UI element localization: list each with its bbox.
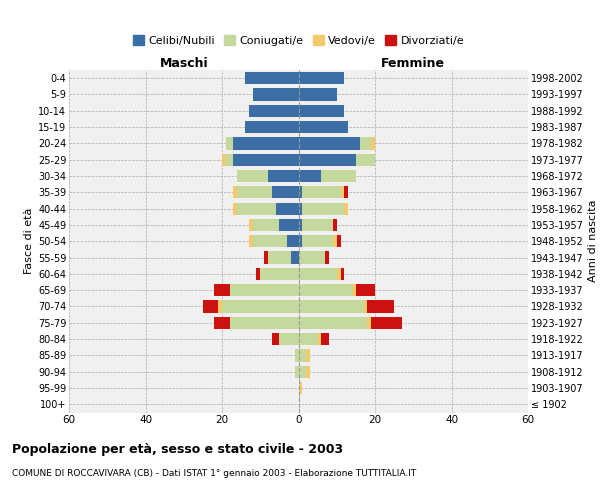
Bar: [364, 300, 367, 312]
Bar: [222, 154, 226, 166]
Bar: [306, 366, 310, 378]
Bar: [253, 235, 287, 248]
Bar: [233, 138, 299, 149]
Bar: [322, 170, 356, 182]
Bar: [371, 138, 375, 149]
Bar: [230, 316, 299, 329]
Bar: [356, 154, 375, 166]
Bar: [233, 202, 238, 214]
Bar: [299, 104, 344, 117]
Bar: [302, 219, 333, 231]
Bar: [371, 316, 402, 329]
Y-axis label: Fasce di età: Fasce di età: [23, 208, 34, 274]
Bar: [226, 154, 233, 166]
Bar: [264, 252, 268, 264]
Text: Popolazione per età, sesso e stato civile - 2003: Popolazione per età, sesso e stato civil…: [12, 442, 343, 456]
Bar: [356, 284, 375, 296]
Bar: [280, 333, 299, 345]
Bar: [322, 333, 329, 345]
Bar: [275, 202, 299, 214]
Bar: [260, 268, 299, 280]
Bar: [256, 268, 260, 280]
Bar: [299, 333, 317, 345]
Bar: [218, 300, 222, 312]
Bar: [299, 72, 344, 85]
Bar: [245, 121, 299, 133]
Bar: [299, 252, 325, 264]
Bar: [249, 104, 299, 117]
Bar: [299, 121, 348, 133]
Text: Maschi: Maschi: [160, 57, 208, 70]
Bar: [245, 72, 299, 85]
Bar: [230, 284, 299, 296]
Text: Femmine: Femmine: [381, 57, 445, 70]
Text: COMUNE DI ROCCAVIVARA (CB) - Dati ISTAT 1° gennaio 2003 - Elaborazione TUTTITALI: COMUNE DI ROCCAVIVARA (CB) - Dati ISTAT …: [12, 469, 416, 478]
Bar: [226, 138, 233, 149]
Bar: [249, 235, 253, 248]
Bar: [299, 350, 306, 362]
Bar: [280, 219, 299, 231]
Bar: [222, 300, 299, 312]
Bar: [317, 333, 322, 345]
Bar: [302, 186, 341, 198]
Legend: Celibi/Nubili, Coniugati/e, Vedovi/e, Divorziati/e: Celibi/Nubili, Coniugati/e, Vedovi/e, Di…: [128, 31, 469, 50]
Bar: [295, 350, 299, 362]
Bar: [352, 284, 356, 296]
Bar: [299, 138, 360, 149]
Bar: [299, 186, 302, 198]
Bar: [325, 252, 329, 264]
Bar: [238, 202, 275, 214]
Bar: [360, 138, 371, 149]
Bar: [249, 219, 253, 231]
Bar: [233, 154, 299, 166]
Bar: [287, 235, 299, 248]
Bar: [238, 170, 268, 182]
Bar: [299, 382, 302, 394]
Bar: [299, 202, 302, 214]
Bar: [299, 300, 364, 312]
Bar: [214, 284, 230, 296]
Bar: [253, 88, 299, 101]
Bar: [337, 235, 341, 248]
Bar: [333, 219, 337, 231]
Bar: [253, 219, 280, 231]
Bar: [299, 170, 322, 182]
Bar: [341, 268, 344, 280]
Bar: [299, 88, 337, 101]
Bar: [299, 219, 302, 231]
Bar: [268, 252, 291, 264]
Bar: [341, 186, 344, 198]
Bar: [344, 202, 348, 214]
Bar: [367, 300, 394, 312]
Bar: [367, 316, 371, 329]
Bar: [299, 316, 367, 329]
Bar: [337, 268, 341, 280]
Bar: [344, 186, 348, 198]
Bar: [238, 186, 272, 198]
Y-axis label: Anni di nascita: Anni di nascita: [588, 200, 598, 282]
Bar: [268, 170, 299, 182]
Bar: [299, 366, 306, 378]
Bar: [333, 235, 337, 248]
Bar: [295, 366, 299, 378]
Bar: [214, 316, 230, 329]
Bar: [299, 154, 356, 166]
Bar: [302, 235, 333, 248]
Bar: [272, 333, 280, 345]
Bar: [302, 202, 344, 214]
Bar: [203, 300, 218, 312]
Bar: [272, 186, 299, 198]
Bar: [299, 268, 337, 280]
Bar: [233, 186, 238, 198]
Bar: [299, 284, 352, 296]
Bar: [291, 252, 299, 264]
Bar: [299, 235, 302, 248]
Bar: [306, 350, 310, 362]
